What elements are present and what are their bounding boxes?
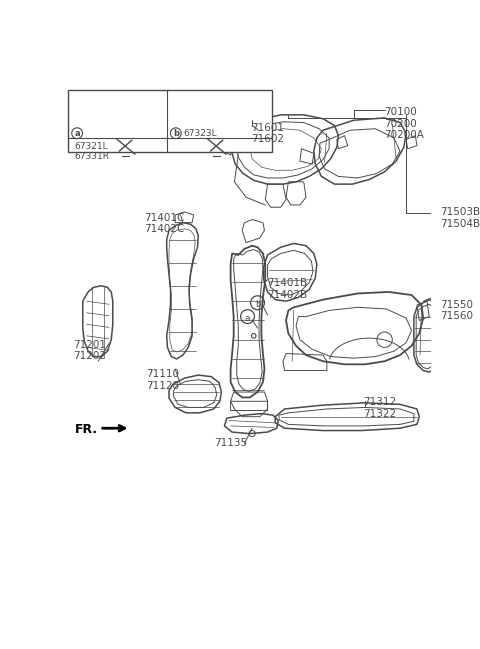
Text: 67323L: 67323L (183, 129, 217, 138)
Text: 71312
71322: 71312 71322 (363, 397, 396, 419)
Text: 67321L
67331R: 67321L 67331R (74, 141, 109, 161)
Text: 71201
71202: 71201 71202 (73, 339, 106, 361)
Text: 71401C
71402C: 71401C 71402C (144, 213, 185, 234)
Text: 71110
71120: 71110 71120 (146, 369, 179, 391)
Text: b: b (173, 129, 179, 138)
Text: 71401B
71402B: 71401B 71402B (267, 278, 308, 300)
Text: 71601
71602: 71601 71602 (251, 123, 284, 144)
Bar (68, 90, 272, 152)
Text: a: a (245, 313, 250, 323)
Text: 70100
70200
70200A: 70100 70200 70200A (384, 107, 424, 140)
Text: 71550
71560: 71550 71560 (440, 300, 473, 321)
Text: FR.: FR. (75, 423, 98, 436)
Text: b: b (255, 300, 261, 309)
Text: 71503B
71504B: 71503B 71504B (440, 207, 480, 229)
Text: 71135: 71135 (214, 438, 247, 448)
Text: a: a (74, 129, 80, 138)
